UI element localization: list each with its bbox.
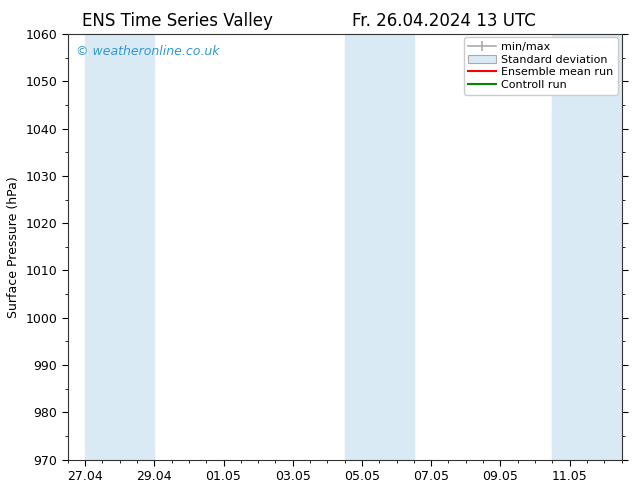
Text: ENS Time Series Valley: ENS Time Series Valley: [82, 12, 273, 30]
Y-axis label: Surface Pressure (hPa): Surface Pressure (hPa): [7, 176, 20, 318]
Legend: min/max, Standard deviation, Ensemble mean run, Controll run: min/max, Standard deviation, Ensemble me…: [463, 37, 618, 95]
Bar: [85, 34, 120, 460]
Text: © weatheronline.co.uk: © weatheronline.co.uk: [76, 45, 219, 58]
Bar: [345, 34, 414, 460]
Bar: [120, 34, 154, 460]
Bar: [552, 34, 621, 460]
Text: Fr. 26.04.2024 13 UTC: Fr. 26.04.2024 13 UTC: [352, 12, 536, 30]
